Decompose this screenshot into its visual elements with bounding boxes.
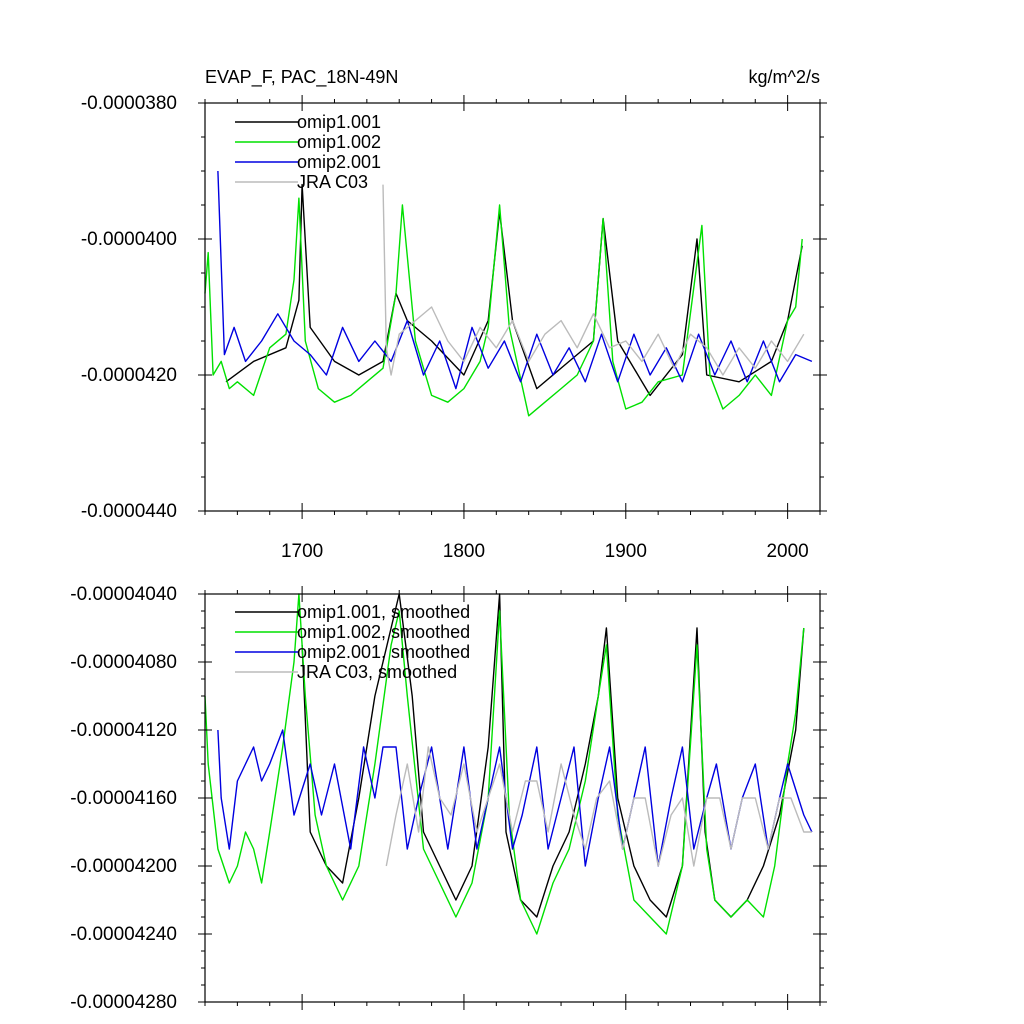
legend-label: omip2.001, smoothed (297, 642, 470, 662)
y-tick-label: -0.0000420 (81, 365, 177, 386)
x-tick-label: 1800 (443, 541, 485, 562)
top-panel-title: EVAP_F, PAC_18N-49N (205, 67, 398, 88)
legend-label: omip1.001 (297, 112, 381, 132)
legend-label: omip1.001, smoothed (297, 602, 470, 622)
legend-label: omip1.002, smoothed (297, 622, 470, 642)
y-tick-label: -0.00004040 (70, 584, 177, 605)
y-tick-label: -0.00004280 (70, 992, 177, 1013)
top-panel-units: kg/m^2/s (749, 67, 820, 87)
y-tick-label: -0.00004200 (70, 856, 177, 877)
series-line-omip2-001 (217, 170, 813, 390)
series-line-omip2-001-smoothed (217, 729, 813, 867)
y-tick-label: -0.0000380 (81, 93, 177, 114)
y-tick-label: -0.00004160 (70, 788, 177, 809)
y-tick-label: -0.00004120 (70, 720, 177, 741)
series-line-omip1-002-smoothed (204, 593, 805, 935)
top-panel: EVAP_F, PAC_18N-49N kg/m^2/s -0.0000380 -… (81, 67, 827, 562)
legend-label: omip2.001 (297, 152, 381, 172)
y-tick-label: -0.0000400 (81, 229, 177, 250)
series-line-jra-c03 (382, 184, 805, 376)
x-tick-label: 1900 (605, 541, 647, 562)
x-tick-label: 1700 (281, 541, 323, 562)
series-line-omip1-002 (204, 197, 803, 417)
y-tick-label: -0.00004080 (70, 652, 177, 673)
legend-label: omip1.002 (297, 132, 381, 152)
bottom-panel: -0.00004040 -0.00004080 -0.00004120 -0.0000… (70, 584, 827, 1013)
legend-label: JRA C03 (297, 172, 368, 192)
x-tick-label: 2000 (766, 541, 808, 562)
y-tick-label: -0.00004240 (70, 924, 177, 945)
series-line-jra-c03-smoothed (385, 746, 812, 867)
y-tick-label: -0.0000440 (81, 501, 177, 522)
legend-label: JRA C03, smoothed (297, 662, 457, 682)
